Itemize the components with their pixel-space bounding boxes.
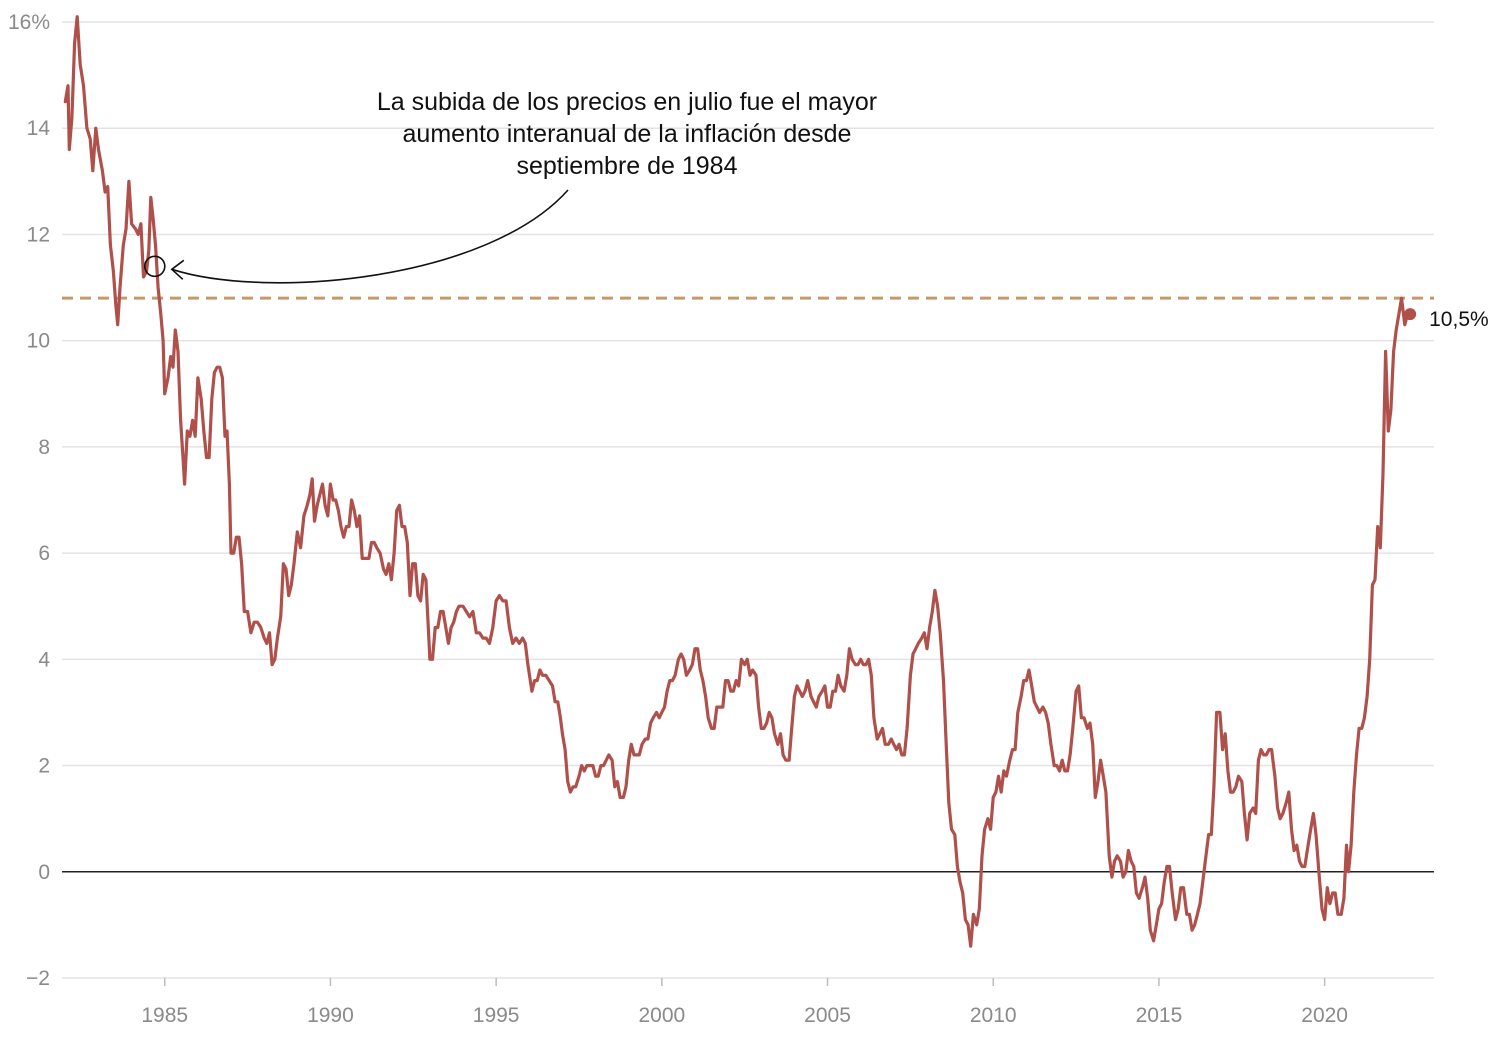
x-tick-label: 1985 xyxy=(141,1004,188,1027)
annotation-line-3: septiembre de 1984 xyxy=(517,152,738,180)
y-tick-label: 4 xyxy=(38,648,50,671)
y-tick-label: 10 xyxy=(27,330,50,353)
end-point-marker xyxy=(1404,308,1417,321)
annotation-arrowhead xyxy=(170,259,185,280)
x-axis: 1985 1990 1995 2000 2005 2010 2015 2020 xyxy=(141,978,1348,1027)
series-line xyxy=(63,15,1410,948)
y-tick-label: 2 xyxy=(38,755,50,778)
y-tick-label: 12 xyxy=(27,223,50,246)
y-tick-label: 14 xyxy=(27,117,51,140)
annotation-arrow xyxy=(171,189,569,284)
y-tick-label: −2 xyxy=(26,967,50,990)
x-tick-label: 1990 xyxy=(307,1004,354,1027)
x-tick-label: 2000 xyxy=(638,1004,685,1027)
x-tick-label: 1995 xyxy=(473,1004,520,1027)
annotation-highlight-circle xyxy=(143,255,166,278)
annotation-line-2: aumento interanual de la inflación desde xyxy=(403,120,852,148)
y-tick-label: 0 xyxy=(38,861,50,884)
y-tick-label: 8 xyxy=(38,436,50,459)
end-value-label: 10,5% xyxy=(1429,308,1489,331)
annotation-line-1: La subida de los precios en julio fue el… xyxy=(377,88,877,116)
y-tick-label: 16% xyxy=(8,11,50,34)
x-tick-label: 2010 xyxy=(970,1004,1017,1027)
gridlines xyxy=(62,21,1434,979)
x-tick-label: 2020 xyxy=(1301,1004,1348,1027)
x-tick-label: 2015 xyxy=(1136,1004,1183,1027)
y-tick-label: 6 xyxy=(38,542,50,565)
x-tick-label: 2005 xyxy=(804,1004,851,1027)
annotation: La subida de los precios en julio fue el… xyxy=(143,88,877,284)
y-axis: −2 0 2 4 6 8 10 12 14 16% xyxy=(8,11,50,990)
